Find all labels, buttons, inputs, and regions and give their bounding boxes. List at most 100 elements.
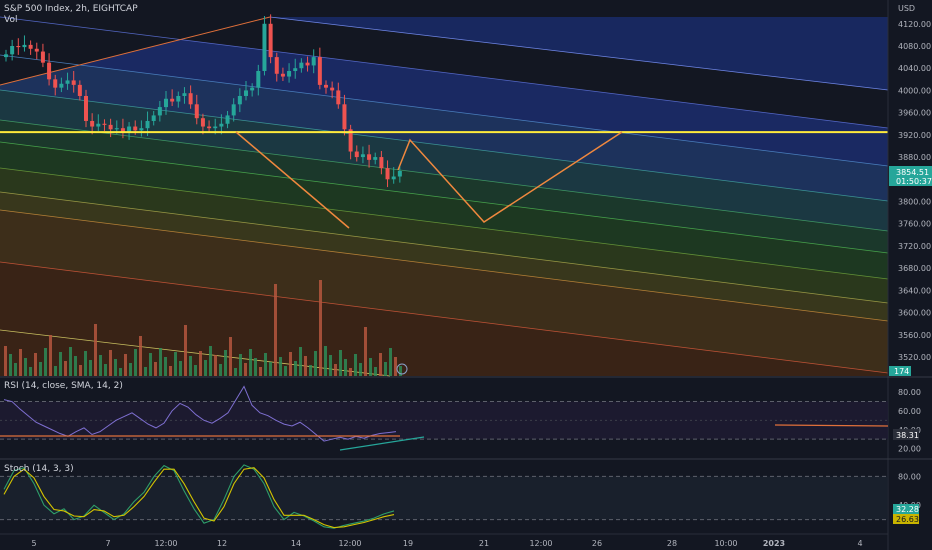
candle-body	[397, 170, 402, 177]
candle-body	[250, 87, 255, 91]
drawings[interactable]	[0, 131, 888, 229]
volume-bar	[249, 349, 252, 376]
candle-body	[200, 118, 205, 127]
fib-band	[0, 142, 888, 279]
volume-bar	[279, 357, 282, 376]
stoch-d-line	[3, 467, 395, 529]
volume-bar	[344, 359, 347, 376]
volume-bar	[189, 356, 192, 376]
volume-bar	[89, 360, 92, 376]
time-axis[interactable]: 5 7 12:00 12 14 12:00 19 21 12:00 26 28 10:00 2023 4	[31, 539, 862, 548]
volume-bar	[264, 353, 267, 376]
volume-bar	[9, 354, 12, 376]
volume-bar	[219, 364, 222, 376]
volume-bar	[184, 325, 187, 376]
candle-body	[373, 157, 378, 160]
volume-bar	[259, 367, 262, 376]
volume-bar	[149, 353, 152, 376]
candle-body	[157, 107, 162, 116]
price-tick-label: 3960.00	[898, 109, 931, 118]
volume-bar	[334, 364, 337, 376]
candle-body	[71, 80, 76, 85]
volume-bar	[209, 346, 212, 376]
volume-bar	[129, 363, 132, 376]
candle-body	[268, 23, 273, 58]
volume-bar	[269, 362, 272, 376]
volume-tag: 174	[889, 366, 911, 376]
candle-body	[299, 62, 304, 69]
candle-body	[379, 157, 384, 169]
candle-body	[114, 128, 119, 130]
candle-body	[170, 98, 175, 102]
candle-body	[34, 48, 39, 52]
price-tick-label: 4120.00	[898, 20, 931, 29]
replay-icon	[396, 363, 408, 375]
candle-body	[59, 83, 64, 88]
time-tick-label: 10:00	[714, 539, 737, 548]
stoch-band	[0, 476, 888, 520]
volume-bar	[374, 367, 377, 376]
price-tick-label: 3720.00	[898, 242, 931, 251]
symbol-title[interactable]: S&P 500 Index, 2h, EIGHTCAP	[4, 4, 138, 14]
time-tick-label: 14	[291, 539, 301, 548]
volume-bar	[174, 352, 177, 376]
candle-body	[10, 46, 15, 55]
volume-bar	[164, 357, 167, 376]
volume-bar	[54, 366, 57, 376]
rsi-label[interactable]: RSI (14, close, SMA, 14, 2)	[4, 381, 123, 391]
stoch-label[interactable]: Stoch (14, 3, 3)	[4, 464, 74, 474]
stoch-value-tags: 32.28 26.63	[893, 504, 919, 524]
candle-body	[342, 104, 347, 130]
volume-label[interactable]: Vol	[4, 15, 18, 25]
volume-bar	[39, 362, 42, 376]
volume-bar	[109, 350, 112, 376]
candle-body	[145, 120, 150, 129]
volume-bar	[134, 349, 137, 376]
volume-bar	[114, 359, 117, 376]
fib-line	[0, 141, 889, 254]
volume-bar	[14, 363, 17, 376]
volume-bar	[139, 336, 142, 376]
price-tick-label: 4040.00	[898, 64, 931, 73]
volume-bar	[244, 363, 247, 376]
volume-bar	[199, 351, 202, 376]
candle-body	[120, 128, 125, 133]
rsi-value-tag: 38.31	[893, 429, 919, 440]
time-tick-label: 12:00	[529, 539, 552, 548]
volume-bar	[29, 367, 32, 376]
rsi-value: 38.31	[896, 431, 919, 440]
candle-body	[367, 154, 372, 160]
price-tick-label: 4000.00	[898, 86, 931, 95]
volume-bar	[104, 364, 107, 376]
price-tag-value: 3854.51	[896, 168, 929, 177]
time-tick-label: 5	[31, 539, 36, 548]
volume-bar	[84, 351, 87, 376]
volume-bar	[239, 354, 242, 376]
price-tag: 3854.51 01:50:37	[889, 166, 932, 186]
fib-band	[0, 210, 888, 373]
price-tick-label: 3520.00	[898, 353, 931, 362]
candle-body	[231, 104, 236, 116]
volume-bar	[64, 361, 67, 376]
volume-bar	[69, 347, 72, 376]
time-tick-label: 12:00	[338, 539, 361, 548]
volume-bar	[384, 362, 387, 376]
candle-body	[330, 87, 335, 91]
price-tag-countdown: 01:50:37	[896, 177, 932, 186]
candle-body	[182, 93, 187, 96]
candle-body	[108, 124, 113, 130]
candle-body	[354, 151, 359, 158]
candle-body	[256, 70, 261, 88]
volume-bar	[79, 365, 82, 376]
rsi-band	[0, 401, 888, 440]
price-tick-label: 4080.00	[898, 42, 931, 51]
stoch-k-value: 32.28	[896, 505, 919, 514]
time-tick-label: 19	[403, 539, 413, 548]
candle-body	[188, 93, 193, 105]
time-tick-label: 21	[479, 539, 489, 548]
volume-bar	[59, 352, 62, 376]
volume-bar	[359, 363, 362, 376]
